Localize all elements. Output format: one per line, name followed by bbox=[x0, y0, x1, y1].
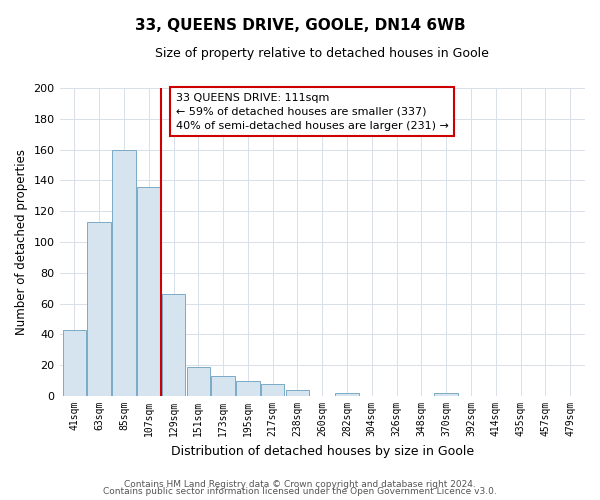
Text: 33 QUEENS DRIVE: 111sqm
← 59% of detached houses are smaller (337)
40% of semi-d: 33 QUEENS DRIVE: 111sqm ← 59% of detache… bbox=[176, 92, 449, 130]
Bar bbox=[187, 367, 210, 396]
Bar bbox=[434, 393, 458, 396]
Text: Contains HM Land Registry data © Crown copyright and database right 2024.: Contains HM Land Registry data © Crown c… bbox=[124, 480, 476, 489]
Bar bbox=[112, 150, 136, 396]
X-axis label: Distribution of detached houses by size in Goole: Distribution of detached houses by size … bbox=[171, 444, 474, 458]
Title: Size of property relative to detached houses in Goole: Size of property relative to detached ho… bbox=[155, 48, 489, 60]
Bar bbox=[236, 380, 260, 396]
Bar bbox=[162, 294, 185, 396]
Text: 33, QUEENS DRIVE, GOOLE, DN14 6WB: 33, QUEENS DRIVE, GOOLE, DN14 6WB bbox=[134, 18, 466, 32]
Bar bbox=[88, 222, 111, 396]
Bar bbox=[62, 330, 86, 396]
Bar bbox=[286, 390, 309, 396]
Bar bbox=[335, 393, 359, 396]
Bar bbox=[137, 186, 161, 396]
Bar bbox=[211, 376, 235, 396]
Bar bbox=[261, 384, 284, 396]
Y-axis label: Number of detached properties: Number of detached properties bbox=[15, 149, 28, 335]
Text: Contains public sector information licensed under the Open Government Licence v3: Contains public sector information licen… bbox=[103, 487, 497, 496]
